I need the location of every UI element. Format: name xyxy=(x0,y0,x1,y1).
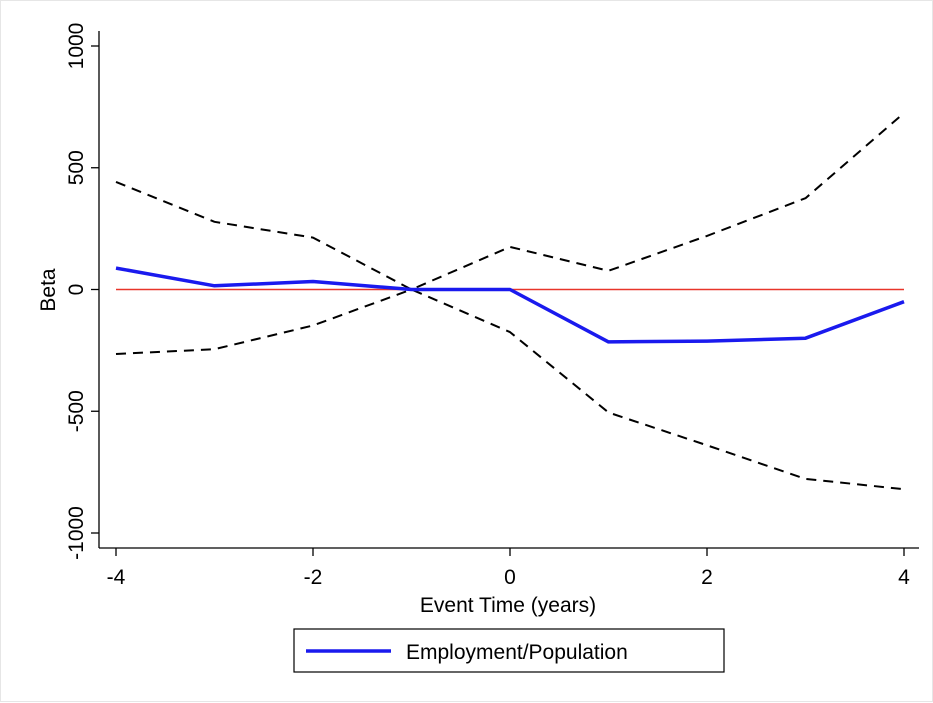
y-tick-label: 1000 xyxy=(65,23,88,70)
x-tick-label: 2 xyxy=(701,566,713,589)
x-tick-label: 0 xyxy=(504,566,516,589)
x-axis-title: Event Time (years) xyxy=(420,594,596,617)
y-axis-title: Beta xyxy=(37,268,60,312)
upper-confidence-band-line xyxy=(115,112,905,291)
legend-label-employment-population: Employment/Population xyxy=(406,641,628,664)
y-tick-label: 500 xyxy=(65,150,88,185)
y-tick-label: -500 xyxy=(65,390,88,432)
x-tick-label: -4 xyxy=(107,566,126,589)
lower-confidence-band-line xyxy=(115,288,905,491)
legend: Employment/Population xyxy=(293,628,725,673)
x-tick-label: -2 xyxy=(304,566,323,589)
x-tick-label: 4 xyxy=(898,566,910,589)
series-line-employment-population xyxy=(115,266,905,344)
y-tick-label: -1000 xyxy=(65,506,88,560)
y-tick-label: 0 xyxy=(65,284,88,296)
axes: -1000 -500 0 500 1000 -4 -2 0 2 4 xyxy=(65,23,919,589)
plot-area xyxy=(115,112,905,491)
